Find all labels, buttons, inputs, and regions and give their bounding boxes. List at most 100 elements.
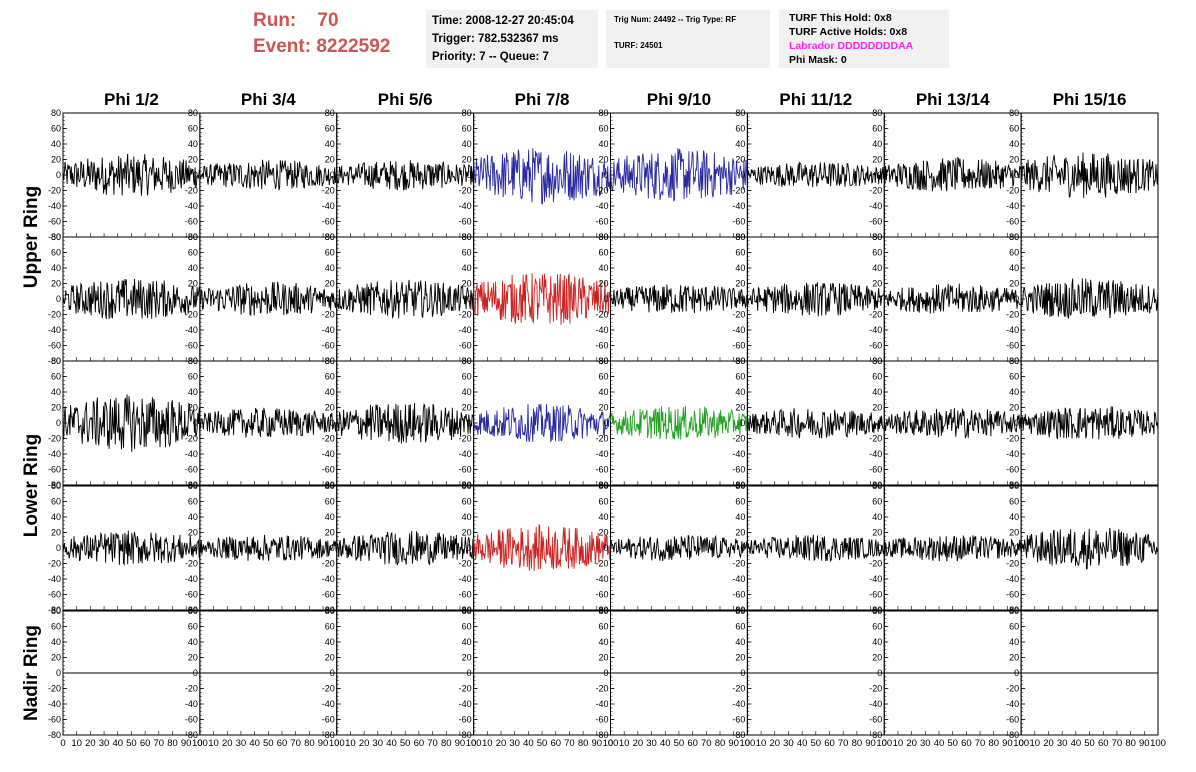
y-tick-label: 40: [735, 387, 745, 397]
y-tick-label: -60: [48, 217, 61, 227]
y-tick-label: -40: [48, 449, 61, 459]
x-tick-label: 60: [414, 738, 425, 749]
y-tick-label: 80: [598, 481, 608, 491]
y-tick-label: -80: [48, 480, 61, 490]
y-tick-label: -20: [48, 186, 61, 196]
x-tick-label: 70: [1112, 738, 1123, 749]
y-tick-label: -60: [595, 715, 608, 725]
y-tick-label: 60: [462, 372, 472, 382]
y-tick-label: -40: [732, 699, 745, 709]
x-tick-label: 20: [769, 738, 780, 749]
y-tick-label: -20: [459, 434, 472, 444]
y-tick-label: -20: [459, 310, 472, 320]
y-tick-label: 60: [462, 124, 472, 134]
y-tick-label: -80: [595, 480, 608, 490]
y-tick-label: 40: [1009, 387, 1019, 397]
y-tick-label: 60: [51, 372, 61, 382]
x-tick-label: 60: [1098, 738, 1109, 749]
y-tick-label: -20: [322, 434, 335, 444]
x-tick-label: 10: [1030, 738, 1041, 749]
y-tick-label: -80: [322, 730, 335, 740]
y-tick-label: 20: [462, 653, 472, 663]
y-tick-label: 0: [193, 418, 198, 428]
x-tick-label: 90: [728, 738, 739, 749]
y-tick-label: 60: [462, 497, 472, 507]
waveform-trace: [883, 535, 1022, 562]
y-tick-label: -60: [1006, 217, 1019, 227]
x-tick-label: 80: [304, 738, 315, 749]
waveform-trace: [610, 148, 748, 202]
x-tick-label: 80: [988, 738, 999, 749]
y-tick-label: 60: [325, 497, 335, 507]
y-tick-label: -80: [48, 356, 61, 366]
ring-label-nadir-ring: Nadir Ring: [21, 625, 42, 721]
y-tick-label: 80: [188, 356, 198, 366]
y-tick-label: 60: [735, 622, 745, 632]
y-tick-label: 80: [325, 356, 335, 366]
y-tick-label: -20: [48, 684, 61, 694]
y-tick-label: -40: [732, 574, 745, 584]
x-tick-label: 30: [783, 738, 794, 749]
x-tick-label: 30: [920, 738, 931, 749]
y-tick-label: 20: [462, 403, 472, 413]
y-tick-label: -80: [595, 730, 608, 740]
trigger-text: Trigger: 782.532367 ms: [432, 33, 559, 45]
y-tick-label: 0: [603, 294, 608, 304]
y-tick-label: -40: [595, 449, 608, 459]
y-tick-label: -60: [185, 590, 198, 600]
y-tick-label: 40: [462, 139, 472, 149]
y-tick-label: 20: [188, 279, 198, 289]
y-tick-label: 60: [325, 622, 335, 632]
y-tick-label: 60: [325, 248, 335, 258]
y-tick-label: -80: [595, 605, 608, 615]
waveform-trace: [199, 159, 338, 191]
panel-r3-c6: -80 -60 -40 -20 0 20 40 60 80: [732, 356, 885, 490]
y-tick-label: 0: [1014, 170, 1019, 180]
event-label: Event:: [253, 36, 312, 57]
y-tick-label: -20: [1006, 186, 1019, 196]
y-tick-label: 0: [877, 170, 882, 180]
y-tick-label: 0: [56, 170, 61, 180]
run-value: 70: [317, 10, 339, 31]
y-tick-label: -80: [459, 605, 472, 615]
y-tick-label: 60: [325, 372, 335, 382]
y-tick-label: -40: [595, 325, 608, 335]
y-tick-label: -60: [185, 341, 198, 351]
y-tick-label: 80: [51, 108, 61, 118]
y-tick-label: 0: [467, 294, 472, 304]
y-tick-label: -40: [869, 574, 882, 584]
y-tick-label: -80: [869, 480, 882, 490]
x-tick-label: 20: [359, 738, 370, 749]
y-tick-label: 0: [330, 668, 335, 678]
ring-label-upper-ring: Upper Ring: [21, 186, 42, 288]
x-tick-label: 80: [715, 738, 726, 749]
y-tick-label: 60: [872, 497, 882, 507]
y-tick-label: -60: [48, 590, 61, 600]
y-tick-label: -40: [1006, 325, 1019, 335]
x-tick-label: 50: [400, 738, 411, 749]
y-tick-label: -60: [459, 715, 472, 725]
y-tick-label: -40: [595, 574, 608, 584]
y-tick-label: 40: [598, 263, 608, 273]
panel-r5-c6: -80 -60 -40 -20 0 20 40 60 80: [732, 606, 885, 740]
waveform-trace: [883, 408, 1022, 440]
y-tick-label: -60: [459, 217, 472, 227]
x-tick-label: 100: [1150, 738, 1166, 749]
y-tick-label: 20: [1009, 528, 1019, 538]
y-tick-label: 80: [325, 232, 335, 242]
y-tick-label: -60: [595, 341, 608, 351]
waveform-trace: [199, 534, 338, 561]
y-tick-label: -20: [595, 684, 608, 694]
run-event-block: Run: 70 Event: 8222592: [253, 8, 423, 68]
y-tick-label: 60: [598, 622, 608, 632]
trig-num-text: Trig Num: 24492 -- Trig Type: RF: [614, 15, 737, 24]
y-tick-label: 0: [193, 668, 198, 678]
y-tick-label: 40: [325, 387, 335, 397]
y-tick-label: 40: [325, 512, 335, 522]
y-tick-label: 0: [740, 294, 745, 304]
